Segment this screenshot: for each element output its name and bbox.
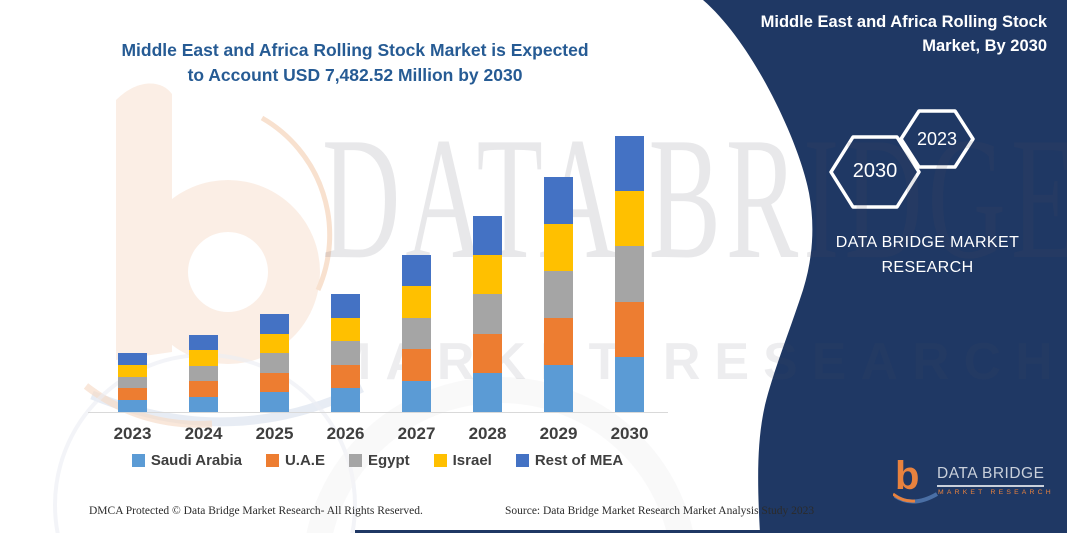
segment-israel xyxy=(189,350,218,366)
brand-line1: DATA BRIDGE MARKET xyxy=(835,234,1020,251)
legend-item-u-a-e: U.A.E xyxy=(265,452,325,469)
legend-item-israel: Israel xyxy=(433,452,492,469)
legend-item-saudi-arabia: Saudi Arabia xyxy=(131,452,242,469)
legend-swatch-icon xyxy=(515,454,529,467)
bar-2024 xyxy=(189,335,218,413)
bar-2029 xyxy=(544,177,573,412)
footer-source: Source: Data Bridge Market Research Mark… xyxy=(505,505,815,517)
chart-title-line2: to Account USD 7,482.52 Million by 2030 xyxy=(187,65,523,85)
segment-saudi-arabia xyxy=(118,400,147,412)
segment-rest-of-mea xyxy=(544,177,573,224)
panel-title: Middle East and Africa Rolling Stock Mar… xyxy=(745,10,1047,58)
segment-rest-of-mea xyxy=(402,255,431,287)
panel-title-line1: Middle East and Africa Rolling Stock xyxy=(760,13,1047,31)
legend-item-egypt: Egypt xyxy=(348,452,410,469)
x-label-2023: 2023 xyxy=(113,424,152,443)
segment-saudi-arabia xyxy=(544,365,573,412)
hexagon-2023-icon xyxy=(899,109,975,169)
segment-rest-of-mea xyxy=(615,136,644,192)
x-axis-labels: 2023 2024 2025 2026 2027 2028 2029 2030 xyxy=(90,424,665,446)
bar-2027 xyxy=(402,255,431,413)
segment-u-a-e xyxy=(260,372,289,393)
segment-u-a-e xyxy=(544,318,573,365)
segment-egypt xyxy=(260,353,289,373)
hexagon-2030-label: 2030 xyxy=(852,160,898,182)
legend-swatch-icon xyxy=(433,454,447,467)
segment-u-a-e xyxy=(118,388,147,401)
segment-egypt xyxy=(615,246,644,302)
segment-egypt xyxy=(473,294,502,334)
segment-rest-of-mea xyxy=(331,294,360,318)
segment-saudi-arabia xyxy=(189,396,218,413)
bottom-border-line xyxy=(355,530,1067,533)
segment-israel xyxy=(331,317,360,342)
segment-saudi-arabia xyxy=(402,380,431,413)
logo-b-glyph-icon: b xyxy=(895,454,920,498)
segment-israel xyxy=(473,255,502,295)
logo-swoosh-icon xyxy=(893,492,939,504)
logo-tagline: MARKET RESEARCH xyxy=(938,489,1054,496)
legend-label: Saudi Arabia xyxy=(150,452,242,469)
x-label-2028: 2028 xyxy=(468,424,507,443)
legend-swatch-icon xyxy=(348,454,362,467)
x-axis-line xyxy=(88,412,668,413)
segment-u-a-e xyxy=(473,333,502,373)
segment-saudi-arabia xyxy=(331,388,360,412)
segment-saudi-arabia xyxy=(615,356,644,413)
legend-label: U.A.E xyxy=(284,452,325,469)
segment-israel xyxy=(260,333,289,354)
bar-2026 xyxy=(331,294,360,412)
legend-label: Israel xyxy=(452,452,492,469)
panel-title-line2: Market, By 2030 xyxy=(922,37,1047,55)
hexagon-2030-icon xyxy=(829,135,921,209)
segment-israel xyxy=(544,224,573,271)
segment-israel xyxy=(402,286,431,318)
segment-egypt xyxy=(189,365,218,382)
segment-rest-of-mea xyxy=(260,314,289,334)
bar-2028 xyxy=(473,216,502,413)
segment-egypt xyxy=(402,317,431,350)
segment-rest-of-mea xyxy=(189,335,218,351)
segment-israel xyxy=(615,191,644,247)
brand-wordmark: DATA BRIDGE MARKET RESEARCH xyxy=(820,230,1035,280)
legend-swatch-icon xyxy=(131,454,145,467)
legend-label: Egypt xyxy=(367,452,410,469)
legend-label: Rest of MEA xyxy=(534,452,624,469)
bar-2025 xyxy=(260,314,289,412)
chart-legend: Saudi Arabia U.A.E Egypt Israel Rest of MEA xyxy=(85,452,670,469)
logo-name: DATA BRIDGE xyxy=(937,465,1045,487)
bar-chart-plot-area xyxy=(90,130,665,413)
segment-egypt xyxy=(331,341,360,365)
segment-u-a-e xyxy=(189,381,218,397)
segment-u-a-e xyxy=(402,349,431,381)
segment-saudi-arabia xyxy=(473,372,502,413)
x-label-2027: 2027 xyxy=(397,424,436,443)
hexagon-2023-label: 2023 xyxy=(916,129,958,149)
legend-swatch-icon xyxy=(265,454,279,467)
segment-saudi-arabia xyxy=(260,392,289,412)
bar-2030 xyxy=(615,136,644,413)
chart-title: Middle East and Africa Rolling Stock Mar… xyxy=(95,38,615,88)
bar-2023 xyxy=(118,353,147,412)
segment-u-a-e xyxy=(615,301,644,357)
segment-egypt xyxy=(544,271,573,318)
x-label-2029: 2029 xyxy=(539,424,578,443)
x-label-2025: 2025 xyxy=(255,424,294,443)
x-label-2024: 2024 xyxy=(184,424,223,443)
footer-dmca: DMCA Protected © Data Bridge Market Rese… xyxy=(89,505,423,517)
segment-u-a-e xyxy=(331,364,360,389)
brand-line2: RESEARCH xyxy=(881,259,974,276)
x-label-2026: 2026 xyxy=(326,424,365,443)
dbmr-logo: b DATA BRIDGE MARKET RESEARCH xyxy=(893,456,1063,520)
segment-egypt xyxy=(118,376,147,389)
chart-title-line1: Middle East and Africa Rolling Stock Mar… xyxy=(121,40,589,60)
segment-rest-of-mea xyxy=(118,353,147,365)
segment-rest-of-mea xyxy=(473,216,502,256)
segment-israel xyxy=(118,364,147,377)
legend-item-rest-of-mea: Rest of MEA xyxy=(515,452,624,469)
x-label-2030: 2030 xyxy=(610,424,649,443)
